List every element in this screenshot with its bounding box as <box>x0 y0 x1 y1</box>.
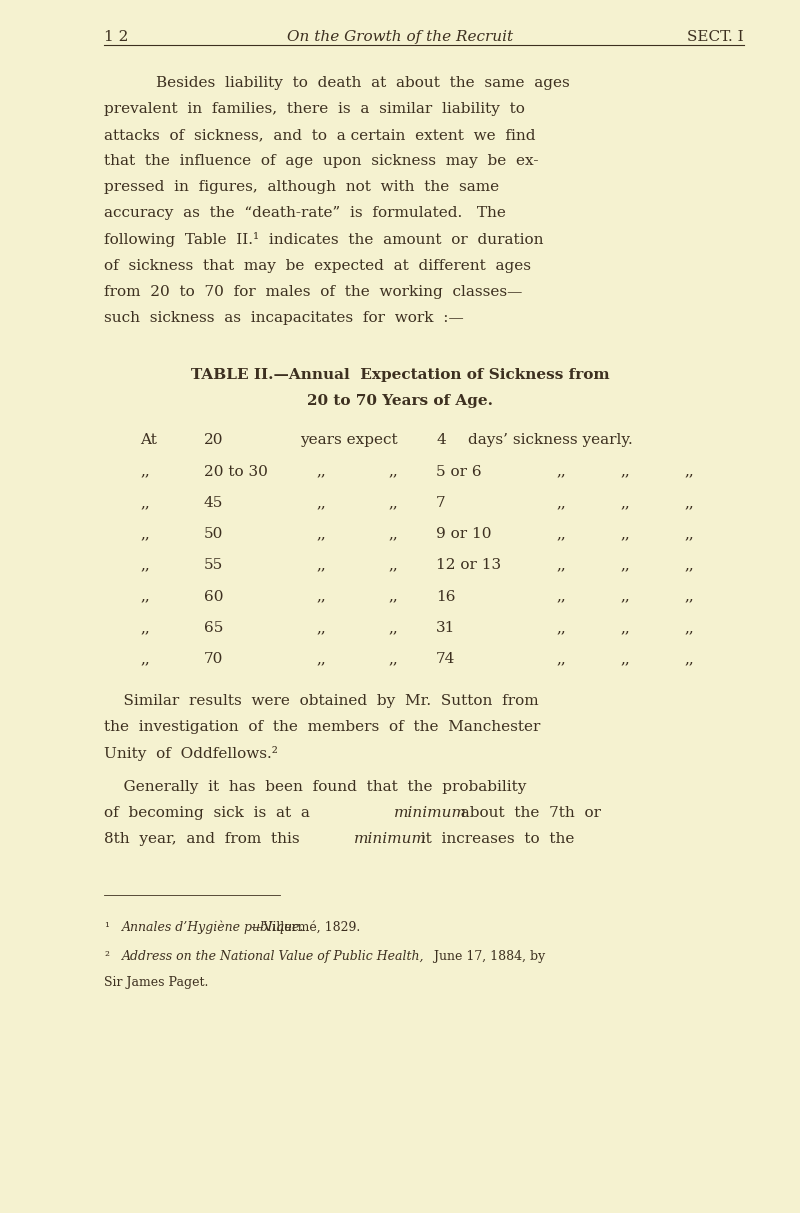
Text: Generally  it  has  been  found  that  the  probability: Generally it has been found that the pro… <box>104 780 526 795</box>
Text: ,,: ,, <box>620 496 630 509</box>
Text: Annales d’Hygiène publique.: Annales d’Hygiène publique. <box>122 921 304 934</box>
Text: ,,: ,, <box>388 465 398 479</box>
Text: it  increases  to  the: it increases to the <box>411 832 574 847</box>
Text: June 17, 1884, by: June 17, 1884, by <box>430 950 545 963</box>
Text: ,,: ,, <box>388 590 398 604</box>
Text: 45: 45 <box>204 496 223 509</box>
Text: 70: 70 <box>204 653 223 666</box>
Text: ,,: ,, <box>316 528 326 541</box>
Text: following  Table  II.¹  indicates  the  amount  or  duration: following Table II.¹ indicates the amoun… <box>104 233 543 247</box>
Text: of  sickness  that  may  be  expected  at  different  ages: of sickness that may be expected at diff… <box>104 258 531 273</box>
Text: 9 or 10: 9 or 10 <box>436 528 491 541</box>
Text: 1 2: 1 2 <box>104 30 128 45</box>
Text: 31: 31 <box>436 621 455 636</box>
Text: such  sickness  as  incapacitates  for  work  :—: such sickness as incapacitates for work … <box>104 311 464 325</box>
Text: 16: 16 <box>436 590 455 604</box>
Text: minimum: minimum <box>394 807 466 820</box>
Text: On the Growth of the Recruit: On the Growth of the Recruit <box>287 30 513 45</box>
Text: ,,: ,, <box>140 590 150 604</box>
Text: ,,: ,, <box>556 496 566 509</box>
Text: ,,: ,, <box>556 653 566 666</box>
Text: At: At <box>140 433 157 448</box>
Text: pressed  in  figures,  although  not  with  the  same: pressed in figures, although not with th… <box>104 181 499 194</box>
Text: ,,: ,, <box>620 621 630 636</box>
Text: ,,: ,, <box>316 621 326 636</box>
Text: about  the  7th  or: about the 7th or <box>451 807 602 820</box>
Text: ,,: ,, <box>140 621 150 636</box>
Text: ,,: ,, <box>684 590 694 604</box>
Text: attacks  of  sickness,  and  to  a certain  extent  we  find: attacks of sickness, and to a certain ex… <box>104 129 535 142</box>
Text: from  20  to  70  for  males  of  the  working  classes—: from 20 to 70 for males of the working c… <box>104 285 522 298</box>
Text: ,,: ,, <box>620 590 630 604</box>
Text: 7: 7 <box>436 496 446 509</box>
Text: accuracy  as  the  “death-rate”  is  formulated.   The: accuracy as the “death-rate” is formulat… <box>104 206 506 221</box>
Text: ,,: ,, <box>316 653 326 666</box>
Text: days’ sickness yearly.: days’ sickness yearly. <box>468 433 633 448</box>
Text: ,,: ,, <box>684 621 694 636</box>
Text: ,,: ,, <box>316 496 326 509</box>
Text: ²: ² <box>104 950 109 963</box>
Text: TABLE II.—Annual  Expectation of Sickness from: TABLE II.—Annual Expectation of Sickness… <box>190 368 610 382</box>
Text: 20 to 30: 20 to 30 <box>204 465 268 479</box>
Text: ,,: ,, <box>556 590 566 604</box>
Text: ,,: ,, <box>684 653 694 666</box>
Text: ,,: ,, <box>316 465 326 479</box>
Text: ,,: ,, <box>556 465 566 479</box>
Text: ,,: ,, <box>556 558 566 573</box>
Text: ,,: ,, <box>556 621 566 636</box>
Text: 8th  year,  and  from  this: 8th year, and from this <box>104 832 310 847</box>
Text: 55: 55 <box>204 558 223 573</box>
Text: ,,: ,, <box>140 528 150 541</box>
Text: Address on the National Value of Public Health,: Address on the National Value of Public … <box>122 950 424 963</box>
Text: ,,: ,, <box>140 465 150 479</box>
Text: Unity  of  Oddfellows.²: Unity of Oddfellows.² <box>104 746 278 762</box>
Text: prevalent  in  families,  there  is  a  similar  liability  to: prevalent in families, there is a simila… <box>104 102 525 116</box>
Text: ,,: ,, <box>388 558 398 573</box>
Text: ¹: ¹ <box>104 921 109 934</box>
Text: ,,: ,, <box>556 528 566 541</box>
Text: 50: 50 <box>204 528 223 541</box>
Text: 74: 74 <box>436 653 455 666</box>
Text: ,,: ,, <box>684 465 694 479</box>
Text: of  becoming  sick  is  at  a: of becoming sick is at a <box>104 807 320 820</box>
Text: ,,: ,, <box>388 496 398 509</box>
Text: the  investigation  of  the  members  of  the  Manchester: the investigation of the members of the … <box>104 721 540 734</box>
Text: ,,: ,, <box>620 653 630 666</box>
Text: ,,: ,, <box>388 621 398 636</box>
Text: ,,: ,, <box>684 528 694 541</box>
Text: ,,: ,, <box>316 590 326 604</box>
Text: 5 or 6: 5 or 6 <box>436 465 482 479</box>
Text: ,,: ,, <box>684 558 694 573</box>
Text: SECT. I: SECT. I <box>687 30 744 45</box>
Text: 20: 20 <box>204 433 223 448</box>
Text: ,,: ,, <box>316 558 326 573</box>
Text: 65: 65 <box>204 621 223 636</box>
Text: 60: 60 <box>204 590 223 604</box>
Text: ,,: ,, <box>388 528 398 541</box>
Text: ,,: ,, <box>620 465 630 479</box>
Text: Besides  liability  to  death  at  about  the  same  ages: Besides liability to death at about the … <box>156 76 570 90</box>
Text: ,,: ,, <box>140 558 150 573</box>
Text: ,,: ,, <box>620 558 630 573</box>
Text: ,,: ,, <box>620 528 630 541</box>
Text: Similar  results  were  obtained  by  Mr.  Sutton  from: Similar results were obtained by Mr. Sut… <box>104 694 538 708</box>
Text: ,,: ,, <box>140 496 150 509</box>
Text: minimum: minimum <box>354 832 426 847</box>
Text: Sir James Paget.: Sir James Paget. <box>104 975 208 989</box>
Text: ,,: ,, <box>140 653 150 666</box>
Text: that  the  influence  of  age  upon  sickness  may  be  ex-: that the influence of age upon sickness … <box>104 154 538 169</box>
Text: 20 to 70 Years of Age.: 20 to 70 Years of Age. <box>307 394 493 408</box>
Text: years expect: years expect <box>300 433 398 448</box>
Text: 4: 4 <box>436 433 446 448</box>
Text: 12 or 13: 12 or 13 <box>436 558 501 573</box>
Text: ,,: ,, <box>388 653 398 666</box>
Text: —Villermé, 1829.: —Villermé, 1829. <box>251 921 361 934</box>
Text: ,,: ,, <box>684 496 694 509</box>
